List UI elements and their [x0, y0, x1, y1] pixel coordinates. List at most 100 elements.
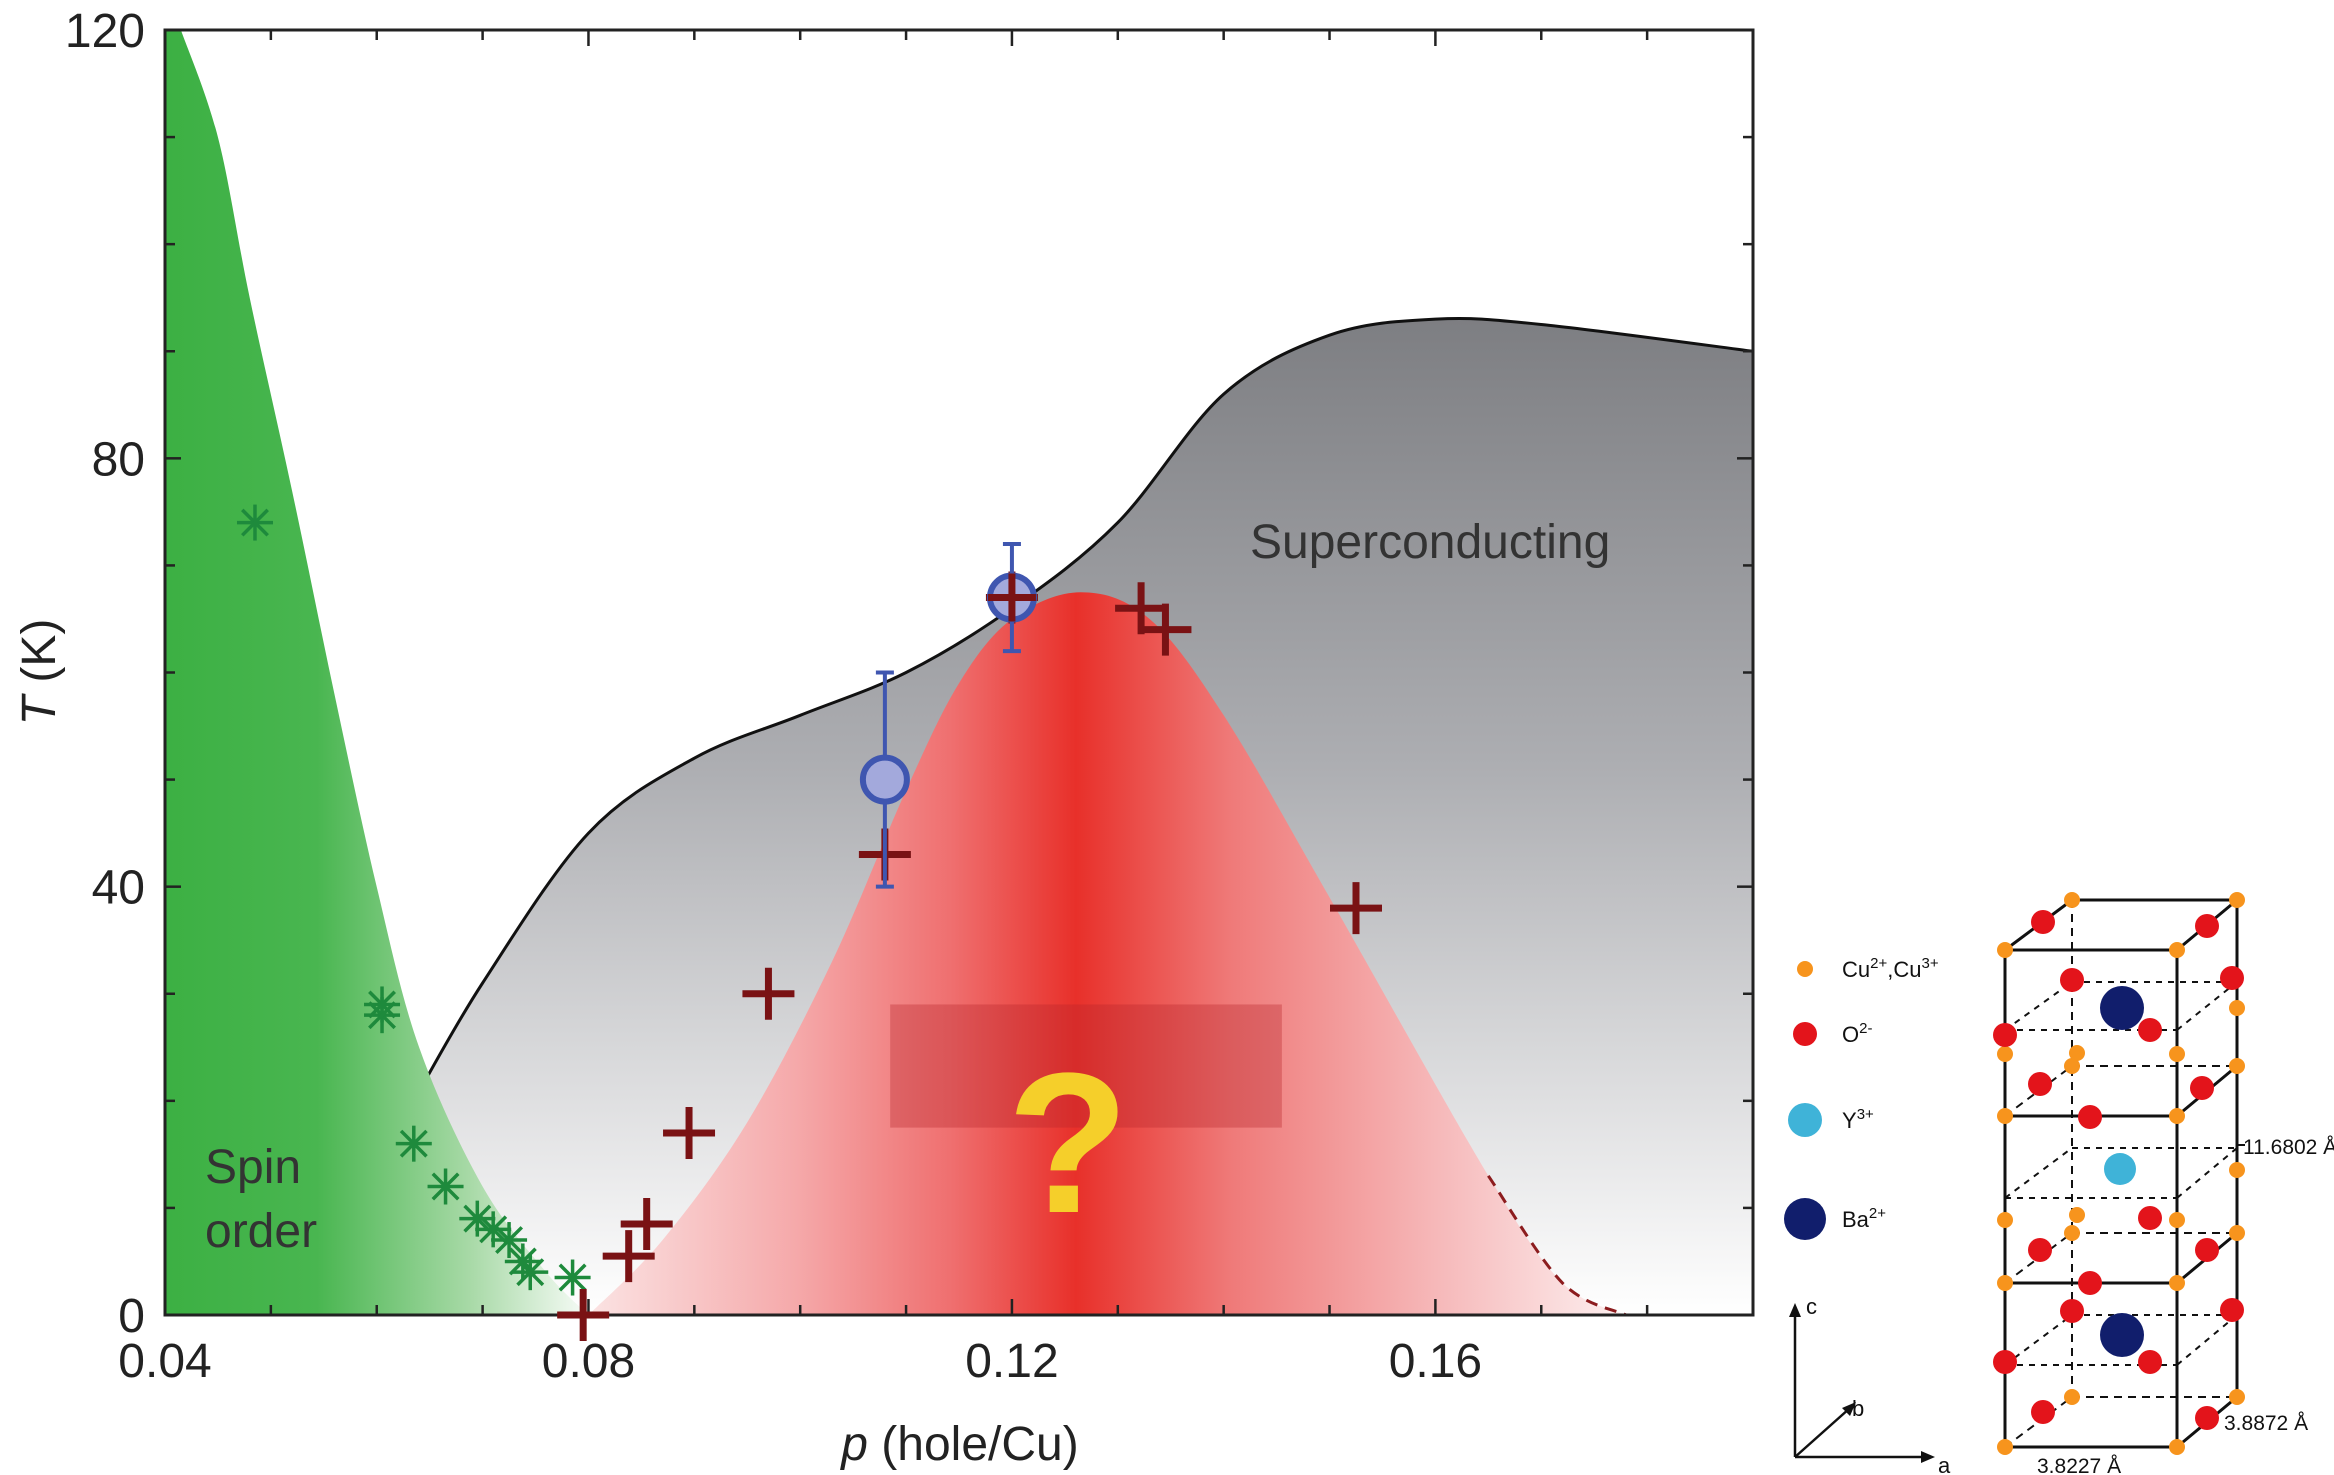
atom-legend-label: Cu2+,Cu3+ — [1842, 955, 1939, 982]
spin-order-label-line1: Spin — [205, 1141, 301, 1194]
atom-legend-swatch — [1788, 1103, 1822, 1137]
atom-sphere — [1993, 1023, 2017, 1047]
x-tick-label: 0.16 — [1389, 1335, 1482, 1388]
charge-order-plus-marker — [742, 967, 795, 1020]
atom-sphere — [2028, 1072, 2052, 1096]
atom-legend-item: Ba2+ — [1784, 1198, 1886, 1240]
atom-sphere — [2195, 1406, 2219, 1430]
atom-sphere — [1997, 1212, 2013, 1228]
atom-sphere — [2229, 1058, 2245, 1074]
lattice-axes: c b a — [1789, 1294, 1951, 1475]
axis-ticks — [163, 28, 1755, 1317]
spin-order-star-marker — [554, 1259, 591, 1296]
atom-sphere — [2100, 986, 2144, 1030]
atom-legend-label: Ba2+ — [1842, 1205, 1886, 1232]
spin-order-label-line2: order — [205, 1205, 317, 1258]
atom-sphere — [1997, 1439, 2013, 1455]
y-tick-label: 0 — [118, 1290, 145, 1343]
charge-order-dome — [588, 592, 1626, 1315]
a-axis-label: a — [1938, 1453, 1951, 1475]
charge-order-plus-marker — [1115, 582, 1168, 635]
atom-sphere — [2229, 892, 2245, 908]
atom-sphere — [2229, 1000, 2245, 1016]
y-tick-label: 120 — [65, 5, 145, 58]
charge-order-plus-marker — [620, 1197, 673, 1250]
atom-sphere — [2169, 1108, 2185, 1124]
atom-legend-label: Y3+ — [1842, 1106, 1874, 1133]
unknown-region-box — [890, 1004, 1282, 1128]
data-markers — [236, 504, 1382, 1341]
b-dimension-label: 3.8872 Å — [2224, 1412, 2308, 1435]
spin-order-star-marker — [427, 1168, 464, 1205]
atom-sphere — [2169, 1212, 2185, 1228]
atom-sphere — [2064, 1058, 2080, 1074]
crystal-structure-inset: Cu2+,Cu3+ O2- Y3+ Ba2+ c b a 11.6802 Å 3.88… — [1784, 892, 2334, 1475]
atom-sphere — [1997, 942, 2013, 958]
spin-order-star-marker — [236, 504, 273, 541]
atom-sphere — [2169, 942, 2185, 958]
charge-order-plus-marker — [557, 1289, 610, 1341]
atom-sphere — [2060, 1299, 2084, 1323]
atom-sphere — [2169, 1046, 2185, 1062]
atom-sphere — [2078, 1271, 2102, 1295]
y-tick-label: 40 — [92, 862, 145, 915]
spin-order-star-marker — [504, 1243, 541, 1280]
spin-order-star-marker — [475, 1211, 512, 1248]
question-mark-label: ? — [1007, 1032, 1129, 1255]
atom-sphere — [2190, 1076, 2214, 1100]
plot-area: 0.04 0.08 0.12 0.16 0 40 80 120 p (hole/Cu) T (… — [13, 5, 1755, 1471]
c-axis-label: c — [1806, 1294, 1817, 1319]
atom-sphere — [1997, 1046, 2013, 1062]
atom-sphere — [2138, 1206, 2162, 1230]
atom-sphere — [2064, 1225, 2080, 1241]
atom-legend-label: O2- — [1842, 1020, 1872, 1047]
atom-sphere — [2031, 910, 2055, 934]
charge-order-plus-marker-overlay — [987, 573, 1036, 622]
atom-sphere — [2031, 1400, 2055, 1424]
y-tick-label: 80 — [92, 433, 145, 486]
atom-sphere — [2060, 968, 2084, 992]
charge-order-plus-marker — [1139, 603, 1192, 656]
atom-sphere — [2069, 1207, 2085, 1223]
superconducting-label: Superconducting — [1250, 516, 1610, 569]
spin-order-star-marker — [395, 1125, 432, 1162]
atom-sphere — [2169, 1275, 2185, 1291]
atom-sphere — [1997, 1275, 2013, 1291]
atom-sphere — [2220, 966, 2244, 990]
atom-sphere — [2104, 1153, 2136, 1185]
atom-legend-swatch — [1784, 1198, 1826, 1240]
atom-sphere — [2195, 1238, 2219, 1262]
x-axis-label: p (hole/Cu) — [839, 1418, 1078, 1471]
b-axis-label: b — [1852, 1396, 1864, 1421]
atom-sphere — [2064, 1389, 2080, 1405]
atom-sphere — [2229, 1389, 2245, 1405]
axis-tick-labels: 0.04 0.08 0.12 0.16 0 40 80 120 — [65, 5, 1482, 1388]
atom-sphere — [1997, 1108, 2013, 1124]
y-axis-label: T (K) — [13, 619, 66, 726]
atom-sphere — [2100, 1313, 2144, 1357]
atom-sphere — [2078, 1105, 2102, 1129]
atom-sphere — [2195, 914, 2219, 938]
charge-order-plus-marker — [1330, 882, 1382, 935]
atom-legend-swatch — [1793, 1022, 1817, 1046]
atom-legend-swatch — [1797, 961, 1813, 977]
x-tick-label: 0.04 — [118, 1335, 211, 1388]
spin-order-star-marker — [512, 1254, 549, 1291]
atom-legend-item: O2- — [1793, 1020, 1872, 1047]
spin-order-star-marker — [491, 1222, 528, 1259]
c-dimension-label: 11.6802 Å — [2243, 1136, 2334, 1159]
atom-sphere — [2220, 1298, 2244, 1322]
charge-order-plus-marker — [663, 1106, 716, 1159]
unit-cell-drawing — [1993, 892, 2245, 1455]
atom-sphere — [2064, 892, 2080, 908]
atom-sphere — [1993, 1350, 2017, 1374]
x-tick-label: 0.08 — [542, 1335, 635, 1388]
a-dimension-label: 3.8227 Å — [2037, 1455, 2121, 1475]
atom-sphere — [2069, 1045, 2085, 1061]
atom-sphere — [2138, 1350, 2162, 1374]
atom-sphere — [2229, 1162, 2245, 1178]
atom-sphere — [2169, 1439, 2185, 1455]
charge-order-plus-marker — [602, 1230, 655, 1283]
spin-order-region — [165, 30, 589, 1315]
